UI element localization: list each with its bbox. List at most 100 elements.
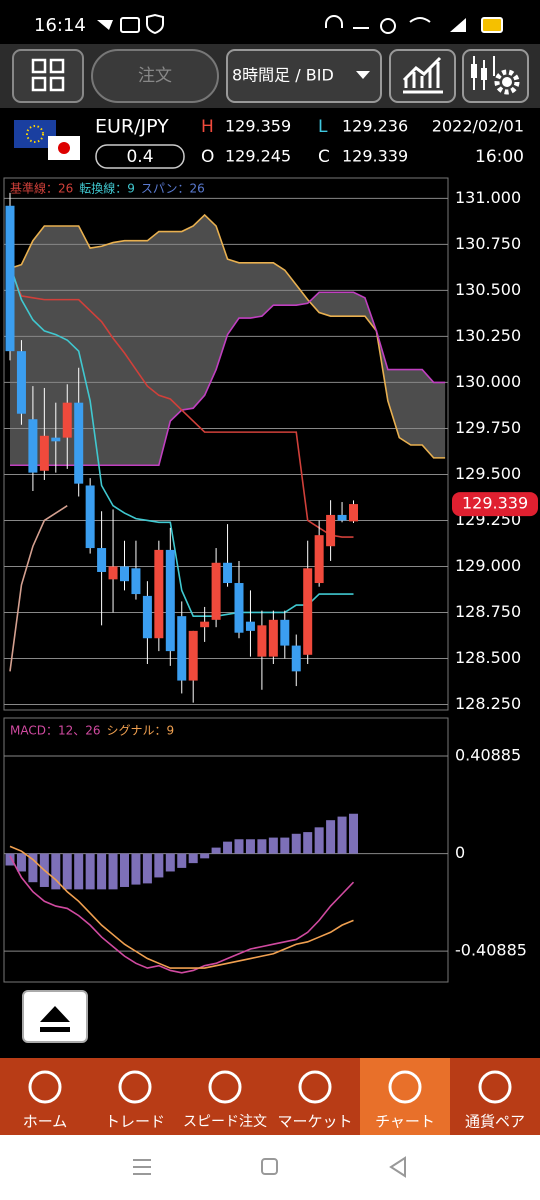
candle-body [268,619,278,657]
open-label: O [201,147,214,167]
timeframe-label: 8時間足 / BID [232,66,334,85]
y-tick-label: 129.000 [455,556,521,575]
tab[interactable]: スピード注文 [183,1070,267,1130]
collapse-button[interactable] [22,990,88,1043]
close-value: 129.339 [342,147,408,166]
current-price-label: 129.339 [462,494,528,513]
histogram-bar [177,853,187,868]
candle-body [234,583,244,633]
histogram-bar [314,827,324,854]
histogram-bar [223,841,233,854]
tab-label: チャート [375,1113,435,1131]
macd-line [9,845,354,969]
candle-body [245,621,255,631]
histogram-bar [211,847,221,854]
currency-flags [14,120,80,160]
status-time: 16:14 [34,15,86,36]
legend-entry: 基準線：26 [10,181,73,196]
indicator-line [9,213,446,459]
high-value: 129.359 [225,117,291,136]
candle-body [165,549,175,652]
order-button[interactable]: 注文 [91,49,219,103]
candle-body [142,595,152,639]
histogram-bar [268,837,278,854]
tab[interactable]: チャート [375,1070,435,1131]
legend-entry: スパン：26 [141,182,205,196]
candle-body [154,549,164,639]
tab[interactable]: 通貨ペア [465,1070,525,1131]
y-tick-label: 0 [455,843,465,862]
menu-button[interactable] [12,49,84,103]
candle-body [28,419,38,473]
tab-label: マーケット [277,1113,352,1131]
chart-type-button[interactable] [389,49,456,103]
candle-body [62,402,72,438]
histogram-bar [200,853,210,859]
histogram-bar [131,853,141,885]
quote-time: 16:00 [475,147,524,167]
settings-button[interactable] [462,49,529,103]
tab[interactable]: トレード [105,1070,165,1131]
histogram-bar [5,853,15,866]
candle-body [349,504,358,522]
histogram-bar [165,853,175,872]
open-value: 129.245 [225,147,291,166]
legend-entry: MACD：12、26 [10,724,101,738]
tab-label: トレード [105,1113,165,1131]
status-icons [97,13,503,35]
indicator-line [9,268,354,538]
price-plot [4,192,448,705]
tab[interactable]: ホーム [23,1070,68,1131]
histogram-bar [142,853,152,884]
candle-body [120,566,129,582]
macd-plot [4,755,448,974]
low-value: 129.236 [342,117,408,136]
indicator-line [9,505,68,672]
quote-date: 2022/02/01 [432,117,524,136]
indicator-line [9,264,354,617]
histogram-bar [349,813,358,854]
y-tick-label: -0.40885 [455,941,527,960]
y-tick-label: 130.250 [455,326,521,345]
y-tick-label: 128.750 [455,602,521,621]
histogram-bar [97,853,107,890]
candle-body [314,535,324,584]
tab-icon [298,1070,332,1104]
histogram-bar [120,853,129,887]
ichimoku-cloud [10,214,446,466]
candle-body [303,568,313,655]
histogram-bar [28,853,38,883]
histogram-bar [245,839,255,854]
candle-body [211,562,221,620]
candle-body [337,514,347,521]
macd-line [9,855,355,974]
tab-icon [118,1070,152,1104]
histogram-bar [303,832,313,854]
histogram-bar [291,833,301,854]
histogram-bar [108,853,118,890]
y-tick-label: 0.40885 [455,746,521,765]
candle-body [74,402,84,484]
tabs: ホーム トレード スピード注文 マーケット チャート 通貨ペア [23,1070,525,1131]
tab[interactable]: マーケット [277,1070,353,1131]
y-tick-label: 131.000 [455,188,521,207]
system-nav-icons [133,1156,406,1178]
y-tick-label: 130.000 [455,372,521,391]
candle-body [16,351,26,414]
candle-body [131,568,141,595]
tab-label: スピード注文 [183,1114,267,1130]
candle-body [200,621,210,628]
y-tick-label: 130.500 [455,280,521,299]
timeframe-button[interactable]: 8時間足 / BID [226,49,382,103]
tab-icon [478,1070,512,1104]
candle-body [280,619,290,646]
spread-box [95,144,185,169]
low-label: L [318,117,328,137]
axes: 131.000 130.750 130.500 130.250 130.000 129.7… [10,181,538,960]
histogram-bar [280,837,290,854]
order-label: 注文 [138,66,172,86]
tab-bar [0,1058,540,1135]
candle-body [85,485,95,549]
candle-body [108,566,118,580]
